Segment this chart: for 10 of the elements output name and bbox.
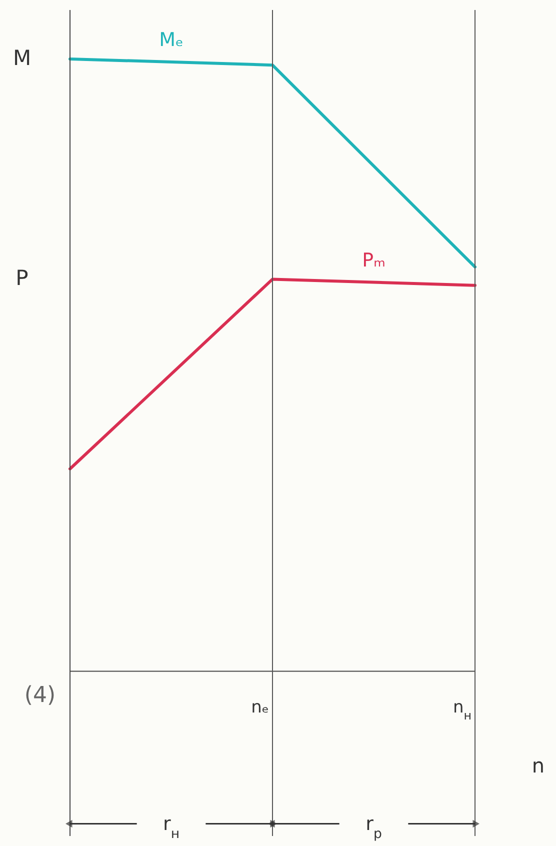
text: M [12,46,32,70]
x-tick-label: nₑ [251,697,269,718]
x-axis-title: n [532,753,544,778]
x-tick-label: n$_{н}$ [452,697,472,722]
series-label: Mₑ [159,29,184,52]
text: P [16,266,28,290]
series-label: Pₘ [362,249,386,272]
text: r$_{н}$ [162,812,180,842]
text: r$_{р}$ [366,812,382,842]
text: (4) [24,682,56,708]
